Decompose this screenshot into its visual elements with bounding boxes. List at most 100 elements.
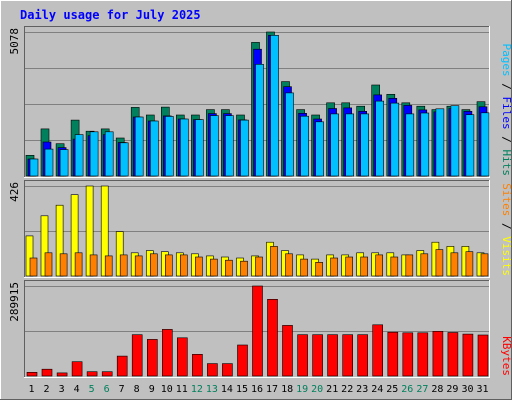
bar-kbytes-day-23 [357, 334, 369, 377]
x-axis-labels: 1 2 3 4 5 6 7 8 9 10 11 12 13 14 15 16 17 18 19 20 21 22 23 24 2… [28, 384, 488, 395]
x-tick-label-day-8: 8 [134, 384, 140, 395]
legend-separator: / [500, 130, 512, 150]
x-tick-label-day-26: 26 [401, 384, 413, 395]
bar-kbytes-day-25 [387, 331, 399, 377]
bar-sites-day-14 [225, 259, 233, 277]
bar-sites-day-25 [390, 256, 399, 277]
x-tick-label-day-22: 22 [341, 384, 353, 395]
x-tick-label-day-15: 15 [236, 384, 248, 395]
bar-pages-day-17 [270, 34, 279, 177]
bar-kbytes-day-13 [207, 363, 218, 377]
bar-pages-day-6 [104, 131, 114, 177]
bar-kbytes-day-22 [342, 334, 354, 377]
bar-sites-day-15 [240, 260, 248, 277]
legend-entry-sites: Sites [500, 183, 512, 216]
bar-pages-day-21 [330, 113, 339, 177]
bar-sites-day-27 [420, 253, 429, 277]
bar-pages-day-18 [285, 92, 294, 177]
x-tick-label-day-29: 29 [446, 384, 458, 395]
x-tick-label-day-5: 5 [89, 384, 95, 395]
y-max-label: 5078 [8, 28, 21, 55]
bar-pages-day-10 [165, 116, 174, 177]
chart-title: Daily usage for July 2025 [20, 8, 201, 22]
bar-kbytes-day-20 [312, 334, 323, 377]
bar-sites-day-8 [134, 255, 143, 277]
bar-pages-day-23 [360, 113, 370, 177]
legend-entry-hits: Hits [500, 150, 512, 177]
y-max-label: 289915 [8, 282, 21, 322]
x-tick-label-day-14: 14 [221, 384, 233, 395]
bar-visits-day-7 [115, 231, 124, 277]
bar-kbytes-day-12 [192, 353, 203, 377]
bar-sites-day-9 [150, 253, 158, 277]
x-tick-label-day-30: 30 [461, 384, 473, 395]
x-tick-label-day-19: 19 [296, 384, 308, 395]
bar-kbytes-day-27 [417, 332, 429, 377]
x-tick-label-day-20: 20 [311, 384, 323, 395]
bar-sites-day-16 [255, 256, 263, 277]
bar-pages-day-8 [134, 116, 144, 177]
bar-pages-day-20 [315, 121, 324, 177]
x-tick-label-day-9: 9 [149, 384, 155, 395]
bar-sites-day-5 [89, 254, 98, 277]
bar-pages-day-16 [255, 64, 264, 177]
bar-kbytes-day-17 [267, 298, 278, 377]
bar-kbytes-day-6 [101, 371, 113, 377]
bar-sites-day-18 [285, 253, 293, 277]
x-tick-label-day-3: 3 [59, 384, 65, 395]
bar-sites-day-17 [270, 246, 278, 277]
x-tick-label-day-24: 24 [371, 384, 383, 395]
bar-visits-day-1 [25, 235, 34, 277]
bar-pages-day-19 [300, 115, 309, 177]
panel-visits-sites: 426 Sites / Visits [8, 180, 512, 278]
bar-sites-day-31 [480, 253, 489, 277]
legend-entry-files: Files [500, 97, 512, 130]
bar-kbytes-day-2 [41, 368, 53, 377]
bar-sites-day-3 [59, 253, 68, 277]
x-tick-label-day-4: 4 [74, 384, 80, 395]
bar-sites-day-7 [119, 254, 128, 277]
x-tick-label-day-2: 2 [43, 384, 49, 395]
bar-pages-day-13 [210, 115, 219, 177]
bar-sites-day-24 [375, 254, 384, 277]
x-tick-label-day-7: 7 [119, 384, 125, 395]
bar-pages-day-2 [44, 148, 54, 177]
bar-sites-day-2 [44, 252, 53, 277]
bar-visits-day-3 [55, 204, 64, 277]
x-tick-label-day-18: 18 [281, 384, 293, 395]
x-tick-label-day-16: 16 [251, 384, 263, 395]
x-tick-label-day-31: 31 [476, 384, 488, 395]
bar-kbytes-day-31 [477, 334, 489, 377]
bar-pages-day-3 [59, 149, 69, 177]
bar-kbytes-day-24 [372, 324, 384, 377]
panel-kbytes: 289915 KBytes [8, 280, 512, 378]
bar-pages-day-4 [74, 134, 84, 177]
bar-visits-day-4 [70, 194, 79, 277]
bar-sites-day-29 [450, 252, 459, 277]
bar-pages-day-15 [240, 119, 249, 177]
bar-kbytes-day-9 [147, 339, 158, 377]
bar-pages-day-25 [390, 102, 400, 177]
bar-kbytes-day-14 [222, 363, 233, 377]
bar-sites-day-11 [180, 254, 188, 277]
bar-pages-day-22 [345, 113, 355, 177]
y-max-label: 426 [8, 182, 21, 202]
bar-sites-day-12 [195, 256, 203, 277]
bar-pages-day-30 [465, 114, 475, 177]
bar-sites-day-23 [360, 256, 369, 277]
bar-kbytes-day-1 [26, 371, 38, 377]
bar-pages-day-7 [119, 142, 129, 177]
bar-pages-day-1 [29, 158, 39, 177]
bar-kbytes-day-19 [297, 334, 308, 377]
legend-entry-pages: Pages [500, 44, 512, 77]
bar-kbytes-day-11 [177, 337, 188, 377]
bar-sites-day-10 [165, 254, 173, 277]
x-tick-label-day-12: 12 [191, 384, 203, 395]
x-tick-label-day-25: 25 [386, 384, 398, 395]
bar-pages-day-12 [195, 119, 204, 177]
bar-pages-day-26 [405, 113, 415, 177]
legend-entry-kbytes: KBytes [500, 336, 512, 376]
x-tick-label-day-21: 21 [326, 384, 338, 395]
